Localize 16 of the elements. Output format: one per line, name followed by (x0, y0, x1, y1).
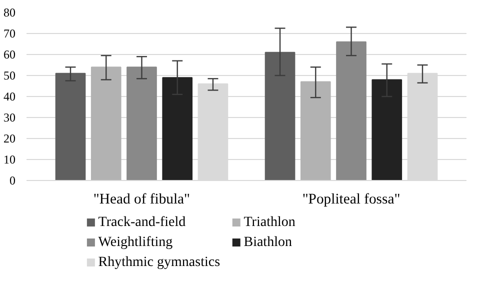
y-tick-label: 70 (4, 26, 16, 40)
y-tick-label: 80 (4, 6, 16, 20)
legend-label: Rhythmic gymnastics (98, 255, 220, 270)
y-tick-label: 10 (4, 152, 16, 166)
x-tick-label: "Popliteal fossa" (302, 192, 400, 208)
y-tick-label: 30 (4, 110, 16, 124)
x-tick-label: "Head of fibula" (93, 192, 190, 208)
y-tick-label: 60 (4, 48, 16, 62)
y-tick-label: 20 (4, 132, 16, 146)
y-tick-label: 40 (4, 90, 16, 104)
y-tick-label: 0 (10, 174, 16, 188)
legend-label: Weightlifting (98, 235, 173, 250)
y-tick-label: 50 (4, 68, 16, 82)
legend-label: Track-and-field (98, 215, 186, 230)
legend-label: Biathlon (244, 235, 292, 250)
legend-label: Triathlon (244, 215, 296, 230)
